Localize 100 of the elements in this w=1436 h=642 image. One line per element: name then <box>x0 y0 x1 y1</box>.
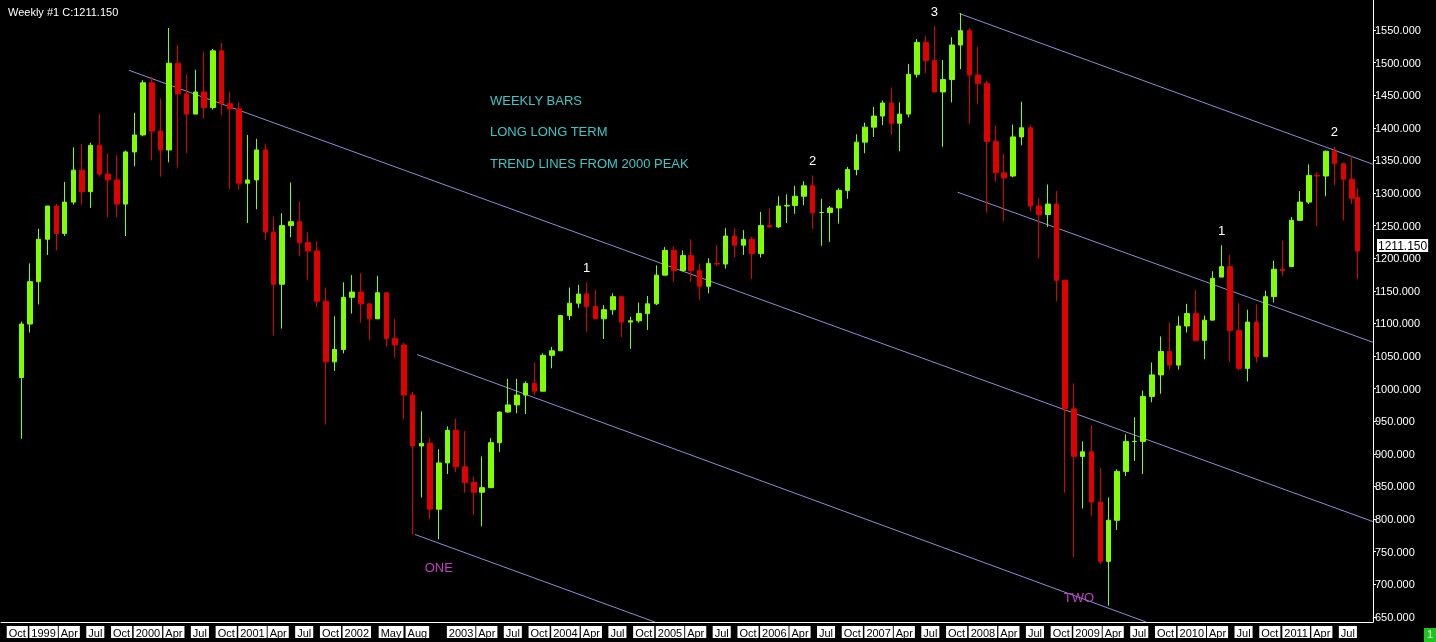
candlestick <box>845 166 850 200</box>
candlestick <box>271 215 276 337</box>
candlestick <box>1263 290 1268 358</box>
candlestick <box>193 69 198 115</box>
y-tick-label: 850.000 <box>1375 480 1415 493</box>
x-tick-label: Apr <box>1208 626 1227 639</box>
y-tick-label: 1550.000 <box>1375 23 1421 36</box>
candlestick <box>297 200 302 257</box>
y-tick-label: 650.000 <box>1375 610 1415 623</box>
text: Weekly #1 C:1211.150 <box>8 5 119 18</box>
x-tick-label: Jul <box>1027 626 1042 639</box>
candlestick <box>166 27 172 163</box>
candlestick <box>45 205 50 256</box>
candlestick <box>584 281 589 333</box>
candlestick <box>36 228 41 305</box>
candlestick <box>358 272 364 324</box>
candlestick <box>897 101 902 152</box>
candlestick <box>27 262 33 334</box>
candlestick <box>219 42 224 116</box>
y-tick-label: 900.000 <box>1375 447 1415 460</box>
candlestick <box>1176 315 1181 371</box>
candlestick <box>610 292 616 316</box>
candlestick <box>967 27 972 125</box>
candlestick <box>706 257 711 294</box>
candlestick <box>349 274 355 315</box>
x-tick-label: Apr <box>1000 626 1018 639</box>
candlestick <box>767 208 772 229</box>
x-tick-label: Apr <box>1104 626 1123 639</box>
x-tick-label: 2005 <box>657 626 683 639</box>
candlestick <box>1028 124 1033 212</box>
candlestick <box>427 437 433 520</box>
candlestick <box>88 142 93 209</box>
candlestick <box>1332 146 1337 186</box>
x-tick-label: Oct <box>843 626 861 639</box>
x-tick-label: Apr <box>269 626 288 639</box>
candlestick <box>384 291 389 348</box>
x-tick-label: 2003 <box>448 626 474 639</box>
y-tick-label: 1100.000 <box>1375 317 1421 330</box>
candlestick <box>1323 150 1329 197</box>
y-tick-label: 750.000 <box>1375 545 1415 558</box>
x-tick-label: 2007 <box>866 626 891 639</box>
candlestick <box>254 138 259 210</box>
candlestick <box>532 362 537 396</box>
x-tick-label: 1999 <box>31 626 56 639</box>
y-tick-label: 1000.000 <box>1375 382 1421 395</box>
candlestick <box>19 320 24 440</box>
candlestick <box>889 86 894 136</box>
annotation: WEEKLY BARS <box>490 92 583 108</box>
candlestick <box>836 187 842 225</box>
candlestick <box>619 296 624 338</box>
candlestick <box>97 113 102 178</box>
candlestick <box>140 79 146 137</box>
x-tick-label: Apr <box>582 626 601 639</box>
text: 1 <box>1424 628 1436 642</box>
y-tick-label: 1250.000 <box>1375 219 1421 232</box>
candlestick <box>1158 335 1164 395</box>
y-tick-label: 700.000 <box>1375 578 1415 591</box>
candlestick <box>654 264 659 306</box>
y-tick-label: 800.000 <box>1375 512 1415 525</box>
candlestick <box>227 91 233 190</box>
candlestick <box>741 229 746 256</box>
annotation: 3 <box>930 3 938 19</box>
x-tick-label: 2011 <box>1284 626 1308 639</box>
candlestick <box>332 315 337 372</box>
candlestick <box>1080 440 1085 510</box>
candlestick <box>184 73 189 154</box>
x-tick-label: Jul <box>610 626 625 639</box>
x-tick-label: Jul <box>1236 626 1251 639</box>
annotation: TREND LINES FROM 2000 PEAK <box>490 155 689 171</box>
annotation: LONG LONG TERM <box>490 124 608 139</box>
candlestick <box>1254 303 1259 364</box>
candlestick <box>697 262 702 301</box>
candlestick <box>401 342 407 420</box>
candlestick <box>1114 468 1120 531</box>
candlestick <box>1341 163 1346 221</box>
x-tick-label: Oct <box>321 626 340 639</box>
candlestick <box>1289 216 1294 268</box>
candlestick <box>1219 244 1224 278</box>
candlestick <box>279 212 285 330</box>
candlestick <box>305 231 311 281</box>
x-tick-label: 2010 <box>1179 626 1205 639</box>
candlestick <box>132 112 137 167</box>
candlestick <box>993 124 999 183</box>
x-tick-label: Oct <box>948 626 966 639</box>
y-tick-label: 1150.000 <box>1375 284 1421 297</box>
candlestick <box>1280 240 1285 277</box>
candlestick <box>776 195 781 229</box>
x-tick-label: Apr <box>895 626 914 639</box>
candlestick <box>523 380 528 415</box>
x-tick-label: Apr <box>478 626 496 639</box>
candlestick <box>827 205 833 243</box>
candlestick <box>488 437 494 489</box>
candlestick <box>1314 171 1320 227</box>
candlestick <box>445 425 450 475</box>
candlestick <box>714 244 720 267</box>
candlestick <box>123 150 128 237</box>
candlestick <box>662 246 668 276</box>
candlestick <box>1297 190 1303 221</box>
candlestick <box>1149 362 1155 403</box>
candlestick <box>949 36 955 103</box>
